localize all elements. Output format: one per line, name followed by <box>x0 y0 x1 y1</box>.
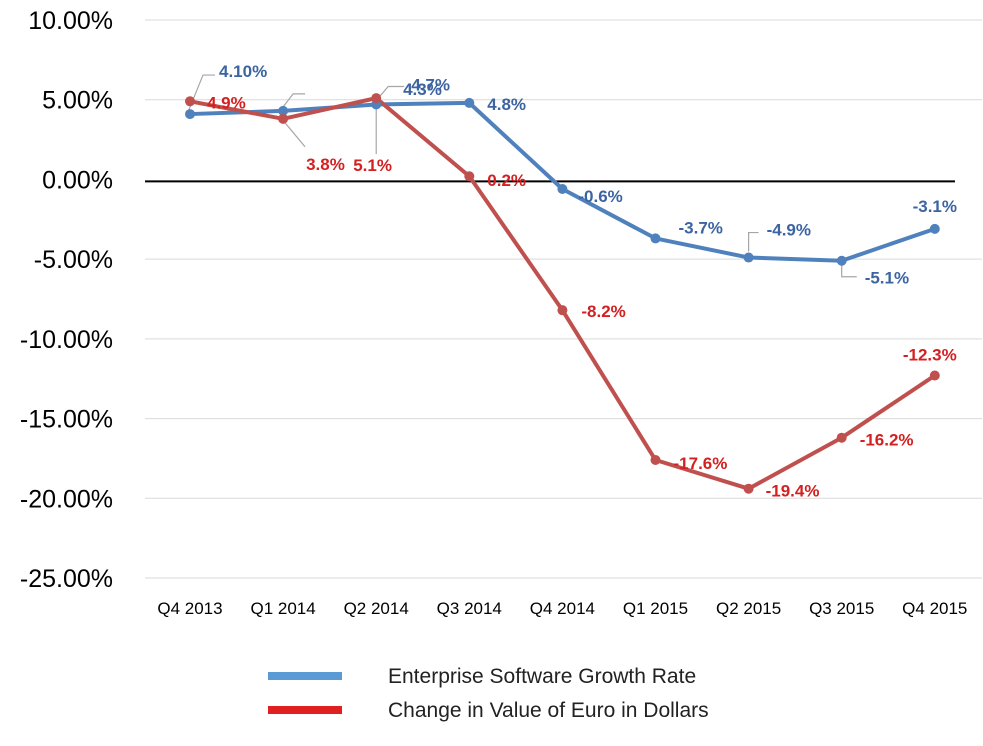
x-tick-label: Q3 2014 <box>437 599 502 618</box>
gridlines <box>145 19 982 579</box>
series-lines <box>188 96 937 491</box>
data-label: -19.4% <box>766 482 820 501</box>
data-label: -4.9% <box>767 221 811 240</box>
x-axis-ticks: Q4 2013 Q1 2014 Q2 2014 Q3 2014 Q4 2014 Q1 20… <box>157 599 967 618</box>
series-line-1 <box>188 96 937 491</box>
y-tick-label: -20.00% <box>20 485 113 513</box>
series-1-point <box>743 483 754 494</box>
series-1-point <box>371 93 382 104</box>
leader-line <box>282 93 306 108</box>
series-0-point <box>185 109 195 120</box>
legend-swatch <box>268 672 342 680</box>
x-tick-label: Q1 2015 <box>623 599 688 618</box>
data-label: 5.1% <box>353 156 392 175</box>
data-label: 0.2% <box>487 171 526 190</box>
leader-line <box>284 122 306 148</box>
data-label: 4.7% <box>411 75 450 94</box>
series-0-point <box>557 183 568 194</box>
series-0-point <box>929 223 940 234</box>
y-tick-label: -5.00% <box>34 246 113 274</box>
x-tick-label: Q2 2014 <box>344 599 409 618</box>
series-1-point <box>836 432 847 443</box>
data-label: -17.6% <box>674 454 728 473</box>
series-points <box>185 93 940 494</box>
y-tick-label: 5.00% <box>42 87 113 115</box>
x-tick-label: Q4 2014 <box>530 599 595 618</box>
legend-label: Change in Value of Euro in Dollars <box>388 699 709 722</box>
data-label: -16.2% <box>860 431 914 450</box>
y-tick-label: 10.00% <box>28 7 113 35</box>
series-0-point <box>464 97 475 108</box>
y-axis-ticks: 10.00% 5.00% 0.00% -5.00% -10.00% -15.00% -20.… <box>20 7 113 593</box>
data-label: 4.8% <box>487 95 526 114</box>
data-label: -8.2% <box>581 302 625 321</box>
series-0-point <box>650 233 661 244</box>
legend: Enterprise Software Growth Rate Change in… <box>268 665 709 722</box>
legend-swatch <box>268 706 342 714</box>
legend-label: Enterprise Software Growth Rate <box>388 665 696 688</box>
data-labels: 4.10% 4.3%4.7% 4.8% -0.6% -3.7% -4.9% -5.1% -3.… <box>207 62 957 501</box>
series-1-point <box>557 305 568 316</box>
series-1-point <box>929 370 940 381</box>
data-label: 4.10% <box>219 62 267 81</box>
series-0-point <box>278 105 289 116</box>
data-label: -3.1% <box>913 197 957 216</box>
series-0-point <box>836 255 847 266</box>
data-label: -3.7% <box>679 218 723 237</box>
x-tick-label: Q2 2015 <box>716 599 781 618</box>
data-label: -5.1% <box>865 269 909 288</box>
series-1-point <box>464 171 475 182</box>
data-label: 4.9% <box>207 93 246 112</box>
data-label: -0.6% <box>578 187 622 206</box>
leader-line <box>841 262 857 278</box>
data-label: -12.3% <box>903 346 957 365</box>
series-1-point <box>278 113 289 124</box>
data-label: 4.3% <box>403 80 442 99</box>
y-tick-label: -10.00% <box>20 326 113 354</box>
series-1-point <box>650 455 661 466</box>
series-1-point <box>185 96 195 107</box>
y-tick-label: -25.00% <box>20 565 113 593</box>
x-tick-label: Q4 2015 <box>902 599 967 618</box>
data-label: 3.8% <box>306 155 345 174</box>
x-tick-label: Q4 2013 <box>157 599 222 618</box>
x-tick-label: Q3 2015 <box>809 599 874 618</box>
y-tick-label: 0.00% <box>42 166 113 194</box>
leader-line <box>747 231 759 252</box>
x-tick-label: Q1 2014 <box>250 599 315 618</box>
series-0-point <box>743 252 754 263</box>
y-tick-label: -15.00% <box>20 406 113 434</box>
